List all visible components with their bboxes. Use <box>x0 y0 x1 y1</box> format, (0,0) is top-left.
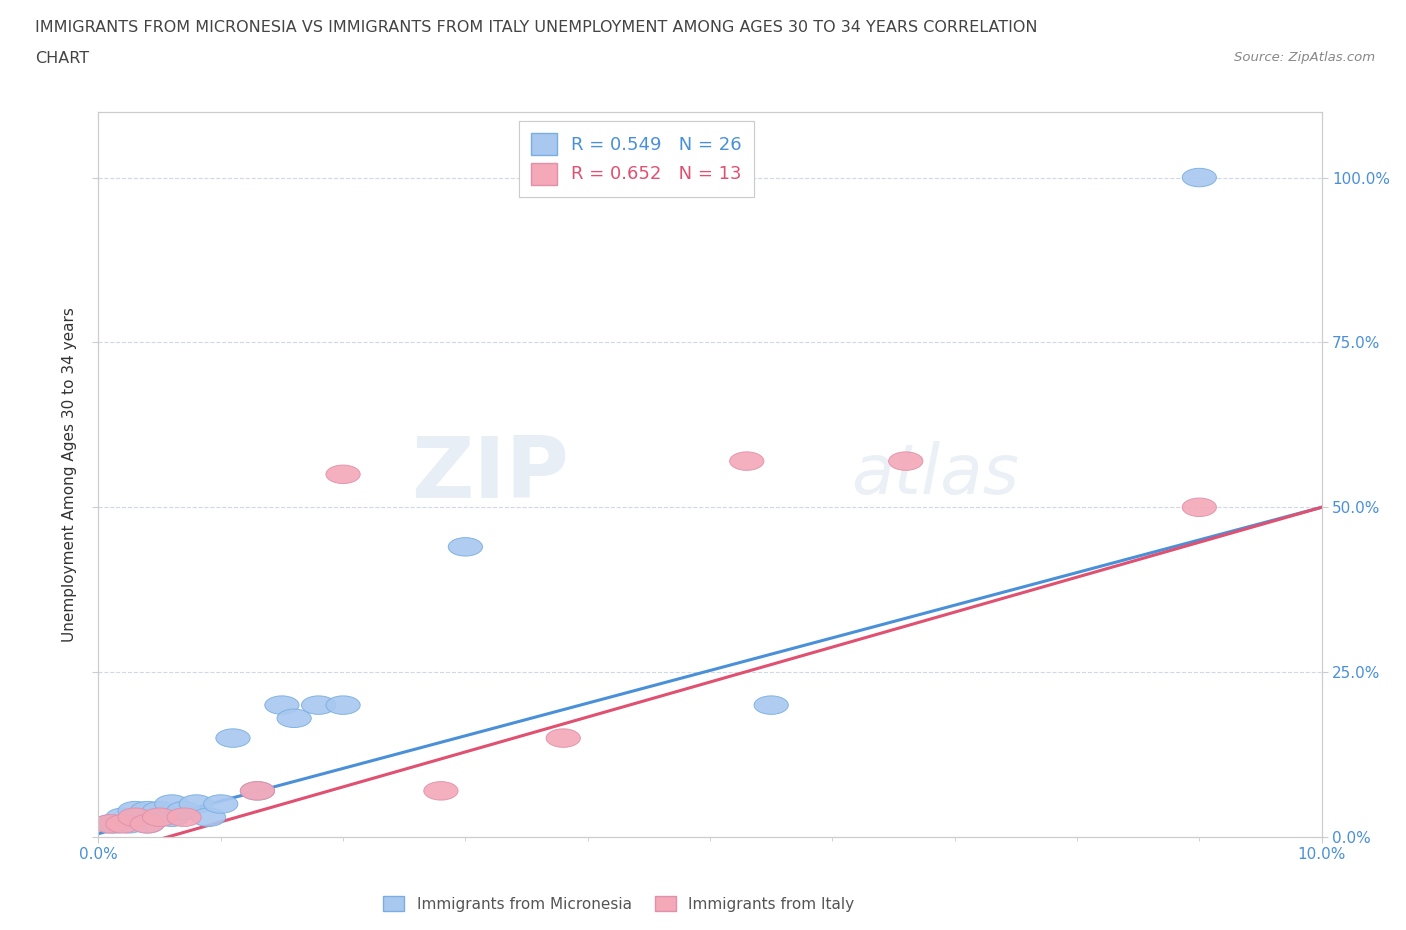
Ellipse shape <box>546 729 581 748</box>
Ellipse shape <box>124 808 159 827</box>
Legend: Immigrants from Micronesia, Immigrants from Italy: Immigrants from Micronesia, Immigrants f… <box>377 889 860 918</box>
Ellipse shape <box>889 452 922 471</box>
Ellipse shape <box>105 815 141 833</box>
Ellipse shape <box>264 696 299 714</box>
Ellipse shape <box>1182 168 1216 187</box>
Ellipse shape <box>326 696 360 714</box>
Ellipse shape <box>754 696 789 714</box>
Ellipse shape <box>191 808 225 827</box>
Ellipse shape <box>142 808 177 827</box>
Ellipse shape <box>423 781 458 800</box>
Ellipse shape <box>277 709 311 727</box>
Text: IMMIGRANTS FROM MICRONESIA VS IMMIGRANTS FROM ITALY UNEMPLOYMENT AMONG AGES 30 T: IMMIGRANTS FROM MICRONESIA VS IMMIGRANTS… <box>35 20 1038 35</box>
Ellipse shape <box>240 781 274 800</box>
Ellipse shape <box>118 802 152 820</box>
Ellipse shape <box>131 802 165 820</box>
Legend: R = 0.549   N = 26, R = 0.652   N = 13: R = 0.549 N = 26, R = 0.652 N = 13 <box>519 121 755 197</box>
Ellipse shape <box>301 696 336 714</box>
Ellipse shape <box>142 808 177 827</box>
Ellipse shape <box>118 808 152 827</box>
Ellipse shape <box>449 538 482 556</box>
Ellipse shape <box>167 802 201 820</box>
Ellipse shape <box>94 815 128 833</box>
Ellipse shape <box>131 815 165 833</box>
Text: ZIP: ZIP <box>412 432 569 516</box>
Y-axis label: Unemployment Among Ages 30 to 34 years: Unemployment Among Ages 30 to 34 years <box>62 307 77 642</box>
Text: Source: ZipAtlas.com: Source: ZipAtlas.com <box>1234 51 1375 64</box>
Ellipse shape <box>179 795 214 813</box>
Ellipse shape <box>326 465 360 484</box>
Ellipse shape <box>217 729 250 748</box>
Ellipse shape <box>105 808 141 827</box>
Ellipse shape <box>112 815 146 833</box>
Ellipse shape <box>730 452 763 471</box>
Ellipse shape <box>155 795 188 813</box>
Ellipse shape <box>167 808 201 827</box>
Ellipse shape <box>142 802 177 820</box>
Ellipse shape <box>204 795 238 813</box>
Ellipse shape <box>240 781 274 800</box>
Text: atlas: atlas <box>851 441 1019 508</box>
Ellipse shape <box>155 808 188 827</box>
Ellipse shape <box>118 808 152 827</box>
Ellipse shape <box>94 815 128 833</box>
Text: CHART: CHART <box>35 51 89 66</box>
Ellipse shape <box>100 815 134 833</box>
Ellipse shape <box>1182 498 1216 516</box>
Ellipse shape <box>131 815 165 833</box>
